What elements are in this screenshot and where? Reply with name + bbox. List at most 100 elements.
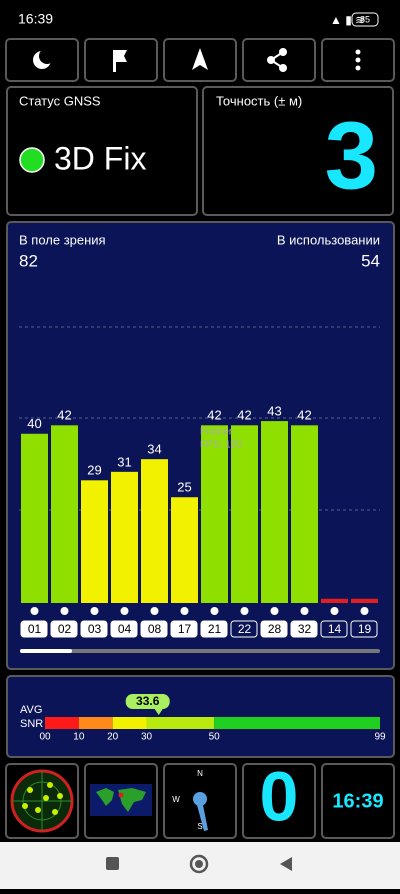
prn-label: 01 — [28, 622, 42, 636]
prn-box — [110, 620, 138, 638]
menu-icon — [355, 49, 361, 71]
gnss-label: Статус GNSS — [19, 93, 101, 108]
snr-scale: 00 10 20 30 50 99 33.6 — [39, 694, 386, 743]
snr-value: 33.6 — [136, 694, 160, 708]
snr-marker — [125, 694, 170, 709]
counter-value: 0 — [260, 757, 299, 835]
compass-needle — [193, 792, 208, 831]
status-time: 16:39 — [18, 11, 53, 27]
bar — [21, 433, 48, 603]
overlay-line: FPS: 120 — [200, 440, 242, 451]
snr-tick-label: 00 — [39, 732, 51, 743]
gnss-value: 3D Fix — [54, 140, 146, 176]
value-label: 34 — [147, 442, 161, 457]
bar — [171, 497, 198, 603]
compass-w: W — [172, 795, 180, 804]
accuracy-label: Точность (± м) — [216, 93, 302, 108]
overlay-line: Framer — [200, 427, 233, 438]
prn-label: 19 — [358, 622, 372, 636]
in-view-label: В поле зрения — [19, 232, 106, 247]
prn-label: 17 — [178, 622, 192, 636]
snr-tick-label: 10 — [73, 732, 85, 743]
prn-label: 21 — [208, 622, 222, 636]
clock-tile[interactable] — [321, 763, 395, 839]
snr-tick-label: 30 — [141, 732, 153, 743]
value-label: 42 — [237, 408, 251, 423]
map-icon — [90, 784, 152, 816]
bar — [351, 598, 378, 603]
bar — [141, 459, 168, 603]
snr-segment — [214, 717, 380, 729]
signal-dot — [330, 607, 339, 615]
snr-label-top: AVG — [20, 704, 42, 716]
counter-tile[interactable] — [242, 763, 316, 839]
value-label: 40 — [27, 416, 41, 431]
prn-box — [140, 620, 168, 638]
snr-card — [6, 675, 395, 758]
flag-icon — [113, 50, 127, 72]
signal-dot — [210, 607, 219, 615]
gnss-card — [6, 86, 198, 216]
prn-box — [80, 620, 108, 638]
home-dot — [195, 860, 203, 868]
snr-segment — [45, 717, 79, 729]
signal-dot — [150, 607, 159, 615]
prn-box — [20, 620, 48, 638]
prn-label: 03 — [88, 622, 102, 636]
snr-tick-label: 99 — [374, 732, 386, 743]
value-label: 42 — [207, 408, 221, 423]
share-icon — [267, 48, 287, 72]
snr-segment — [146, 717, 215, 729]
prn-label: 02 — [58, 622, 72, 636]
bar — [201, 425, 228, 603]
home-button[interactable] — [189, 854, 209, 874]
battery — [351, 12, 379, 27]
value-label: 43 — [267, 404, 281, 419]
snr-label-bottom: SNR — [20, 718, 43, 730]
signal-dot — [120, 607, 129, 615]
clock-value: 16:39 — [332, 790, 383, 812]
prn-label: 08 — [148, 622, 162, 636]
recents-button[interactable] — [106, 857, 119, 870]
arrow-icon — [192, 48, 208, 70]
in-view-value: 82 — [19, 251, 38, 270]
share-button[interactable] — [242, 38, 316, 82]
prn-box — [260, 620, 288, 638]
signal-dot — [240, 607, 249, 615]
signal-dot — [60, 607, 69, 615]
bar — [231, 425, 258, 603]
prn-label: 22 — [238, 622, 252, 636]
snr-pointer — [154, 709, 163, 715]
signal-dot — [300, 607, 309, 615]
in-use-value: 54 — [361, 251, 380, 270]
value-label: 31 — [117, 454, 131, 469]
prn-label: 04 — [118, 622, 132, 636]
prn-box — [230, 620, 258, 638]
bar — [321, 598, 348, 603]
bar-chart: 40 01 42 02 29 03 31 04 34 08 25 17 42 21 42 22 43 28 42 32… — [20, 404, 378, 638]
signal-dot — [360, 607, 369, 615]
bar — [51, 425, 78, 603]
snr-segment — [78, 717, 113, 729]
toolbar — [5, 38, 395, 82]
value-label: 25 — [177, 480, 191, 495]
snr-tick-label: 20 — [107, 732, 119, 743]
grid — [19, 326, 380, 511]
in-use-label: В использовании — [277, 232, 380, 247]
value-label: 29 — [87, 463, 101, 478]
snr-tick-label: 50 — [209, 732, 221, 743]
signal-dot — [90, 607, 99, 615]
prn-label: 32 — [298, 622, 312, 636]
prn-label: 28 — [268, 622, 282, 636]
accuracy-value: 3 — [325, 102, 378, 209]
back-button[interactable] — [280, 857, 292, 871]
compass-s: S — [197, 822, 202, 831]
prn-box — [170, 620, 198, 638]
prn-box — [350, 620, 378, 638]
bar — [261, 421, 288, 603]
moon-cut — [39, 48, 55, 64]
status-icons: ▲ ▮ ≋ — [330, 13, 365, 27]
signal-dot — [180, 607, 189, 615]
value-label: 42 — [57, 408, 71, 423]
